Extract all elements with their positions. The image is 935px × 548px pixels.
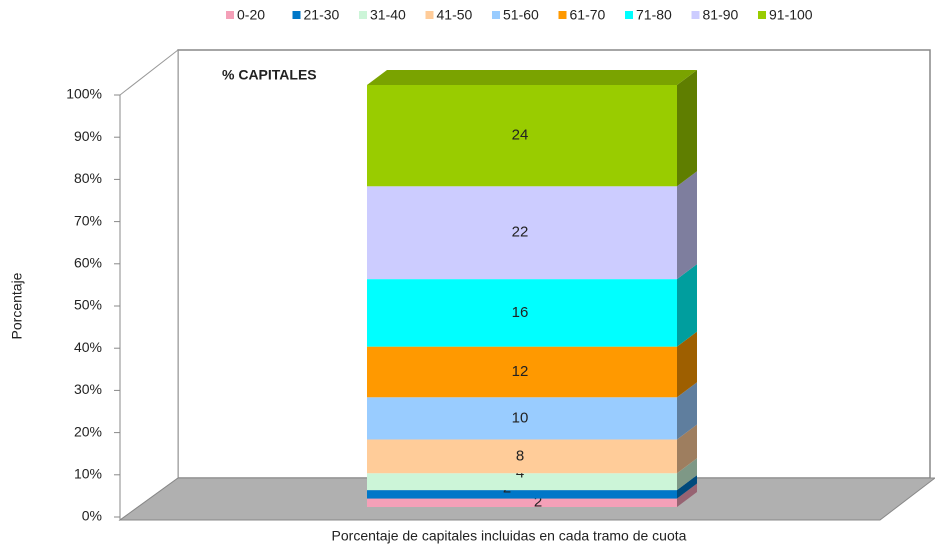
bar-side bbox=[677, 382, 697, 440]
side-wall bbox=[119, 48, 179, 521]
y-tick-label: 90% bbox=[74, 128, 102, 144]
legend-swatch bbox=[492, 11, 500, 19]
legend-swatch bbox=[691, 11, 700, 19]
y-tick-label: 50% bbox=[74, 297, 102, 313]
data-label: 22 bbox=[512, 224, 529, 241]
legend-swatch bbox=[425, 11, 434, 19]
bar-segment bbox=[367, 490, 677, 499]
legend-swatch bbox=[226, 11, 234, 19]
plot: 22481012162224 bbox=[367, 70, 697, 511]
bar-side bbox=[677, 424, 697, 474]
data-label: 2 bbox=[534, 494, 542, 511]
legend-label: 41-50 bbox=[437, 7, 473, 23]
bar-segment bbox=[367, 397, 677, 440]
bar-side bbox=[677, 70, 697, 187]
y-tick-label: 40% bbox=[74, 339, 102, 355]
legend-label: 81-90 bbox=[703, 7, 739, 23]
y-tick-label: 80% bbox=[74, 170, 102, 186]
y-tick-label: 30% bbox=[74, 381, 102, 397]
y-tick-label: 70% bbox=[74, 212, 102, 228]
legend-swatch bbox=[292, 11, 301, 19]
data-label: 8 bbox=[516, 447, 524, 464]
bar-segment bbox=[367, 186, 677, 280]
bar-side bbox=[677, 475, 697, 499]
y-tick-label: 60% bbox=[74, 255, 102, 271]
y-axis-label: Porcentaje bbox=[9, 272, 25, 339]
bar-segment bbox=[367, 473, 677, 491]
legend-label: 91-100 bbox=[769, 7, 813, 23]
bar-side bbox=[677, 331, 697, 398]
legend-swatch bbox=[359, 11, 367, 19]
bar-side bbox=[677, 264, 697, 347]
legend-swatch bbox=[758, 11, 766, 19]
bar-side bbox=[677, 483, 697, 507]
bar-segment bbox=[367, 439, 677, 474]
bar-side bbox=[677, 171, 697, 280]
bar-segment bbox=[367, 498, 677, 507]
legend-label: 21-30 bbox=[304, 7, 340, 23]
bar-side bbox=[677, 458, 697, 491]
y-tick-label: 100% bbox=[66, 86, 102, 102]
legend-label: 61-70 bbox=[570, 7, 606, 23]
data-label: 10 bbox=[512, 409, 529, 426]
legend-label: 0-20 bbox=[237, 7, 265, 23]
x-axis-label: Porcentaje de capitales incluidas en cad… bbox=[332, 528, 687, 544]
legend-label: 51-60 bbox=[503, 7, 539, 23]
data-label: 24 bbox=[512, 127, 529, 144]
legend-label: 71-80 bbox=[636, 7, 672, 23]
data-label: 16 bbox=[512, 304, 529, 321]
legend-swatch bbox=[625, 11, 633, 19]
legend-swatch bbox=[558, 11, 567, 19]
bar-segment bbox=[367, 346, 677, 398]
legend-label: 31-40 bbox=[370, 7, 406, 23]
y-tick-label: 0% bbox=[82, 508, 102, 524]
bar-segment bbox=[367, 85, 677, 187]
y-tick-label: 10% bbox=[74, 466, 102, 482]
annotation: % CAPITALES bbox=[222, 67, 317, 83]
bar-top bbox=[367, 70, 697, 85]
data-label: 12 bbox=[512, 363, 529, 380]
bar-segment bbox=[367, 279, 677, 347]
y-tick-label: 20% bbox=[74, 423, 102, 439]
